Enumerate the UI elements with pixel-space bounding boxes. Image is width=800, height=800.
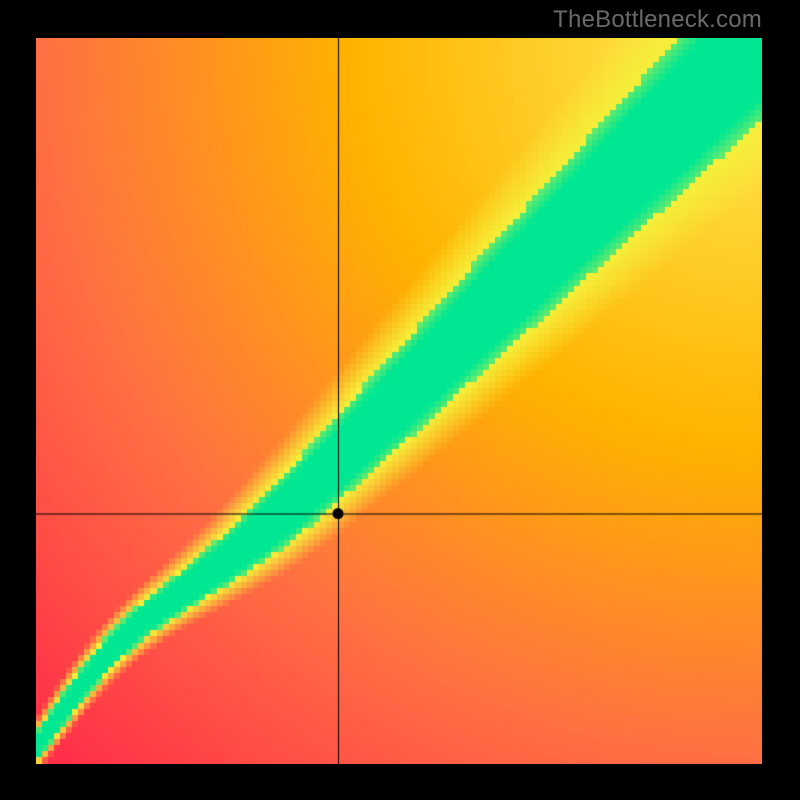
- chart-frame: TheBottleneck.com: [0, 0, 800, 800]
- watermark-text: TheBottleneck.com: [553, 6, 762, 34]
- bottleneck-heatmap: [36, 38, 762, 764]
